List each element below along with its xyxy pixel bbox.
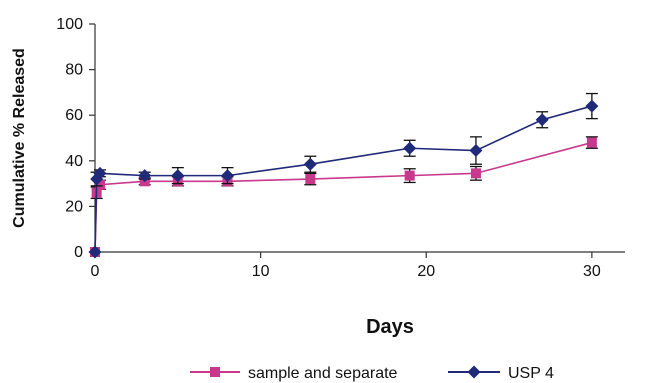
legend: sample and separate USP 4 (190, 365, 554, 382)
x-axis-title: Days (366, 316, 414, 338)
y-tick-label: 100 (56, 16, 83, 33)
x-tick-label: 30 (583, 263, 601, 280)
series-layer (88, 92, 599, 259)
legend-marker-usp-4 (467, 365, 481, 379)
data-point (470, 168, 481, 179)
data-point (403, 141, 417, 155)
y-axis-title: Cumulative % Released (11, 48, 28, 228)
data-point (303, 157, 317, 171)
x-axis-ticks: 0 10 20 30 (91, 252, 601, 280)
series-usp-4 (88, 92, 599, 259)
data-point (305, 174, 316, 185)
legend-label-sample-and-separate: sample and separate (248, 365, 398, 382)
y-tick-label: 20 (65, 198, 83, 215)
legend-marker-sample-and-separate (210, 367, 220, 377)
series-line-usp-4 (94, 105, 593, 253)
data-point (88, 245, 102, 259)
error-bars-sample-and-separate (90, 136, 598, 200)
y-axis-ticks: 0 20 40 60 80 100 (56, 16, 95, 261)
y-tick-label: 0 (74, 244, 83, 261)
axes (94, 24, 625, 253)
x-tick-label: 0 (91, 263, 100, 280)
y-tick-label: 40 (65, 153, 83, 170)
series-sample-and-separate (90, 136, 598, 257)
data-point (138, 169, 152, 183)
data-point (171, 169, 185, 183)
data-point (586, 137, 597, 148)
data-point (404, 170, 415, 181)
y-tick-label: 60 (65, 107, 83, 124)
data-point (94, 179, 105, 190)
data-point (93, 166, 107, 180)
markers-usp-4 (88, 99, 599, 259)
markers-sample-and-separate (90, 137, 597, 257)
data-point (535, 113, 549, 127)
error-bars-usp-4 (90, 92, 598, 187)
legend-label-usp-4: USP 4 (508, 365, 554, 382)
data-point (469, 144, 483, 158)
y-tick-label: 80 (65, 62, 83, 79)
data-point (585, 99, 599, 113)
x-tick-label: 10 (252, 263, 270, 280)
x-tick-label: 20 (417, 263, 435, 280)
data-point (221, 169, 234, 183)
